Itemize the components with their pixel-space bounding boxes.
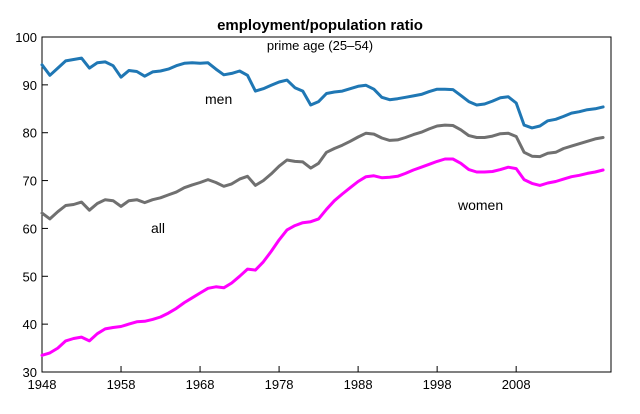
series-line-all	[40, 123, 605, 221]
chart-title: employment/population ratio	[217, 17, 423, 34]
x-tick-label: 1978	[265, 377, 294, 392]
series-layer	[40, 56, 605, 357]
x-tick-label: 1958	[107, 377, 136, 392]
series-label-all: all	[151, 220, 165, 236]
x-axis: 1948 1958 1968 1978 1988 1998 2008	[28, 366, 531, 392]
x-tick-label: 1998	[423, 377, 452, 392]
x-tick-label: 1948	[28, 377, 57, 392]
x-tick-label: 1968	[186, 377, 215, 392]
y-tick-label: 90	[23, 78, 37, 93]
y-tick-label: 50	[23, 269, 37, 284]
x-tick-label: 1988	[344, 377, 373, 392]
y-tick-label: 80	[23, 126, 37, 141]
series-label-women: women	[457, 197, 503, 213]
x-tick-label: 2008	[502, 377, 531, 392]
series-line-men	[40, 56, 605, 130]
y-tick-label: 30	[23, 365, 37, 380]
series-label-men: men	[205, 91, 232, 107]
y-tick-label: 100	[15, 30, 37, 45]
plot-frame	[41, 36, 612, 373]
y-tick-label: 70	[23, 174, 37, 189]
chart-subtitle: prime age (25–54)	[266, 38, 374, 53]
y-tick-label: 40	[23, 317, 37, 332]
y-tick-label: 60	[23, 221, 37, 236]
y-axis: 30 40 50 60 70 80 90 100	[15, 30, 48, 380]
series-line-women	[40, 157, 605, 357]
